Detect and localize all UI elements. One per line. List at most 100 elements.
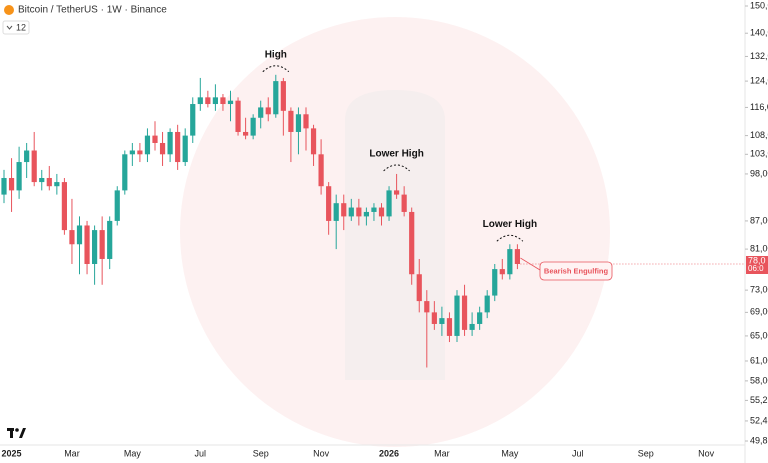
candle <box>507 244 513 280</box>
x-tick-label: 2025 <box>2 448 22 458</box>
x-tick-label: Mar <box>434 448 450 458</box>
candle-body <box>484 295 490 313</box>
x-tick-label: Nov <box>698 448 715 458</box>
candle-body <box>197 97 203 105</box>
candle <box>378 203 385 226</box>
candle-body <box>39 177 45 183</box>
candle-body <box>265 107 271 115</box>
candle <box>227 90 234 122</box>
candle <box>114 186 120 226</box>
candle-body <box>431 312 437 324</box>
candle-body <box>243 131 249 136</box>
chart-title: Bitcoin / TetherUS · 1W · Binance <box>18 5 167 16</box>
candle <box>477 306 483 330</box>
candle-body <box>212 97 218 105</box>
x-tick-label: 2026 <box>379 448 399 458</box>
candle-body <box>326 186 332 221</box>
candle-body <box>386 190 392 217</box>
candle-body <box>84 225 90 264</box>
candle-body <box>16 162 22 191</box>
candle <box>129 142 135 166</box>
annotation: Lower High <box>369 149 423 160</box>
candle-body <box>122 154 128 191</box>
candle <box>76 216 83 275</box>
candle-body <box>61 182 67 231</box>
candle <box>258 100 264 129</box>
candle-body <box>454 295 460 336</box>
candle <box>137 142 143 163</box>
y-tick-label: 108,0 <box>750 130 768 140</box>
candle <box>31 131 37 187</box>
candle <box>69 198 75 264</box>
candle <box>469 312 475 336</box>
candle-body <box>371 207 377 212</box>
candle-body <box>318 154 324 187</box>
candle <box>356 198 362 226</box>
candle-body <box>114 190 120 221</box>
candle-body <box>99 230 105 259</box>
countdown-label: 06:0 <box>748 264 764 273</box>
candle-body <box>273 81 279 115</box>
candle-body <box>182 135 188 163</box>
candle <box>265 97 271 122</box>
tv-logo <box>7 428 26 438</box>
last-price-box <box>746 255 768 274</box>
x-tick-label: Sep <box>253 448 269 458</box>
candle-body <box>303 114 309 129</box>
candle-body <box>363 211 369 217</box>
candle <box>24 142 30 178</box>
candle <box>295 107 302 155</box>
candle <box>341 194 347 231</box>
y-tick-label: 49,8 <box>750 435 768 445</box>
x-tick-label: Jul <box>572 448 584 458</box>
candle <box>310 124 317 166</box>
candle-body <box>514 249 520 264</box>
annotation: Lower High <box>483 219 537 230</box>
y-tick-label: 69,00 <box>750 307 768 317</box>
x-tick-label: May <box>501 448 519 458</box>
candle <box>446 312 453 343</box>
candle <box>16 146 22 199</box>
candle-body <box>492 269 498 296</box>
candle-body <box>424 301 430 313</box>
candle <box>107 216 113 270</box>
y-tick-label: 81,00 <box>750 243 768 253</box>
x-tick-label: Jul <box>195 448 207 458</box>
candle-body <box>288 110 294 132</box>
candle-body <box>190 104 196 136</box>
candle <box>46 165 52 191</box>
annotation: High <box>265 49 287 60</box>
candle <box>454 290 460 343</box>
watermark-shape <box>345 90 445 380</box>
candle <box>461 284 468 336</box>
candle-body <box>348 207 354 217</box>
indicator-count: 12 <box>16 22 26 32</box>
candle <box>409 207 415 285</box>
y-tick-label: 124,0 <box>750 75 768 85</box>
candle-body <box>356 207 362 217</box>
candle-body <box>137 150 143 155</box>
candle-body <box>477 312 483 324</box>
candle-body <box>144 135 151 155</box>
candle <box>250 114 256 140</box>
candle <box>492 263 498 302</box>
candle-body <box>439 318 445 324</box>
candle <box>273 74 279 118</box>
candle <box>439 306 445 336</box>
candle <box>220 94 226 111</box>
indicator-badge[interactable] <box>2 20 30 35</box>
y-tick-label: 65,00 <box>750 330 768 340</box>
candle-body <box>469 323 475 330</box>
candle-body <box>295 114 302 132</box>
candle-body <box>24 150 30 163</box>
candle <box>61 177 67 235</box>
annotation: Bearish Engulfing <box>544 266 609 275</box>
candle-body <box>46 177 52 187</box>
candle-body <box>107 220 113 259</box>
candle-body <box>129 150 135 155</box>
candle-body <box>409 211 415 275</box>
candle <box>54 173 60 195</box>
candle <box>182 128 188 166</box>
candle-body <box>54 182 60 187</box>
